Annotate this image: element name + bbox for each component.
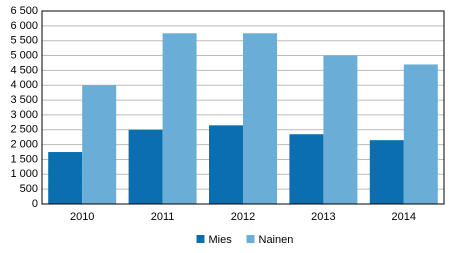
bar	[82, 85, 117, 204]
bar	[369, 140, 404, 204]
bar	[323, 55, 358, 205]
bar	[128, 129, 163, 204]
legend-label: Nainen	[259, 234, 294, 246]
x-tick-label: 2013	[311, 211, 335, 223]
x-tick-label: 2012	[231, 211, 255, 223]
y-tick-label: 6 500	[10, 5, 38, 17]
x-tick-label: 2011	[151, 211, 175, 223]
y-tick-label: 5 500	[10, 35, 38, 47]
y-tick-label: 2 500	[10, 124, 38, 136]
y-tick-label: 2 000	[10, 139, 38, 151]
y-tick-label: 1 500	[10, 153, 38, 165]
legend-swatch	[246, 235, 255, 243]
plot-frame	[41, 10, 445, 205]
bar	[48, 152, 83, 204]
bar	[243, 33, 277, 205]
y-tick-label: 1 000	[10, 168, 38, 180]
legend-label: Mies	[209, 234, 233, 246]
y-tick-label: 4 000	[10, 79, 38, 91]
y-tick-label: 6 000	[10, 20, 38, 32]
legend-swatch	[196, 235, 205, 243]
bar	[403, 64, 438, 204]
x-tick-label: 2010	[70, 211, 94, 223]
y-tick-label: 3 500	[10, 94, 38, 106]
x-tick-label: 2014	[392, 211, 416, 223]
bar	[289, 134, 324, 204]
y-tick-label: 0	[32, 198, 38, 210]
y-tick-label: 5 000	[10, 49, 38, 61]
y-tick-label: 4 500	[10, 64, 38, 76]
bar	[162, 33, 197, 205]
y-tick-label: 3 000	[10, 109, 38, 121]
bar	[209, 125, 243, 204]
y-tick-label: 500	[20, 183, 38, 195]
